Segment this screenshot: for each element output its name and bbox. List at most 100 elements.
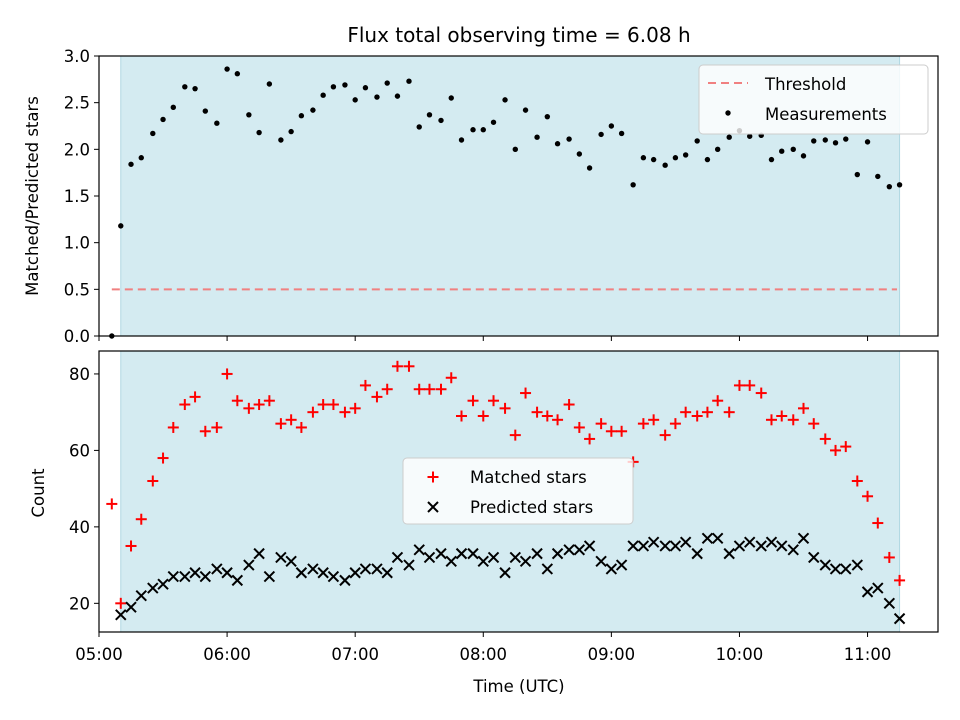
matched-star-point [147, 475, 159, 487]
measurement-point [192, 85, 198, 92]
x-stroke-b [263, 570, 276, 583]
matched-star-point [391, 360, 403, 372]
measurement-point [480, 127, 486, 133]
predicted-star-point [445, 555, 457, 567]
predicted-star-point [851, 559, 864, 571]
measurement-point [342, 82, 348, 88]
matched-star-point [776, 410, 788, 422]
matched-star-point [531, 406, 543, 418]
measurement-point [128, 161, 134, 167]
x-tick-label: 10:00 [716, 645, 764, 664]
x-stroke-b [605, 563, 618, 575]
x-stroke-b [135, 589, 147, 602]
predicted-star-point [359, 563, 372, 575]
predicted-star-point [872, 582, 884, 594]
matched-star-point [403, 360, 415, 372]
x-stroke-b [487, 551, 500, 564]
matched-star-point [851, 475, 863, 487]
x-stroke-b [455, 547, 468, 560]
measurement-point [672, 155, 679, 161]
predicted-star-point [723, 547, 735, 560]
measurement-point [182, 84, 188, 90]
x-tick-label: 09:00 [588, 645, 636, 664]
x-stroke-b [755, 540, 767, 552]
matched-star-point [584, 433, 596, 445]
predicted-star-point [189, 567, 201, 579]
measurement-point [438, 117, 444, 124]
matched-star-point [830, 444, 842, 456]
predicted-star-point [595, 555, 607, 567]
measurement-point [586, 165, 593, 171]
matched-star-point [231, 395, 243, 407]
x-stroke-b [743, 536, 756, 548]
predicted-star-point [819, 559, 831, 571]
predicted-star-point [339, 574, 351, 587]
count-series-x [115, 532, 906, 625]
x-stroke-b [797, 532, 810, 545]
measurement-point [630, 182, 636, 188]
legend-measurements-label: Measurements [765, 105, 887, 124]
x-stroke-b [349, 567, 361, 579]
x-stroke-b [733, 540, 746, 552]
matched-star-point [733, 379, 745, 391]
measurement-point [288, 128, 294, 135]
matched-star-point [263, 395, 275, 407]
legend-predicted-label: Predicted stars [470, 498, 593, 517]
matched-star-point [359, 379, 371, 391]
ratio-y-tick-label: 0.0 [64, 327, 90, 346]
measurement-point [512, 146, 518, 153]
measurement-point [534, 134, 540, 140]
predicted-star-point [563, 544, 575, 556]
x-stroke-b [221, 567, 233, 579]
predicted-star-point [147, 582, 159, 594]
x-stroke-b [413, 544, 425, 556]
predicted-star-point [307, 563, 319, 575]
matched-star-point [413, 383, 425, 395]
matched-star-point [798, 402, 810, 414]
predicted-star-point [221, 567, 233, 579]
x-tick-label: 08:00 [459, 645, 507, 664]
predicted-star-point [295, 567, 308, 579]
measurement-point [522, 107, 529, 113]
count-series-plus [106, 360, 906, 609]
matched-star-point [435, 383, 447, 395]
measurement-point [214, 120, 220, 126]
predicted-star-point [349, 567, 361, 579]
measurement-point [704, 156, 711, 163]
predicted-star-point [455, 547, 468, 560]
measurement-point [266, 81, 273, 87]
chart-title: Flux total observing time = 6.08 h [347, 23, 690, 47]
measurement-point [875, 173, 881, 180]
measurement-point [224, 66, 230, 72]
matched-star-point [509, 429, 521, 441]
measurement-point [352, 97, 358, 103]
x-stroke-b [423, 551, 436, 564]
predicted-star-point [755, 540, 767, 552]
measurement-point [310, 107, 316, 113]
matched-star-point [691, 410, 703, 422]
predicted-star-point [583, 540, 596, 552]
matched-star-point [659, 429, 671, 441]
predicted-star-point [893, 612, 906, 625]
x-stroke-b [285, 555, 297, 567]
ratio-y-tick-label: 3.0 [64, 47, 90, 66]
predicted-star-point [263, 570, 276, 583]
measurement-point [374, 94, 380, 100]
predicted-star-point [605, 563, 618, 575]
x-tick-label: 05:00 [75, 645, 123, 664]
matched-star-point [573, 421, 585, 433]
measurement-point [458, 137, 465, 143]
matched-star-point [894, 574, 906, 586]
measurement-point [138, 155, 144, 161]
matched-star-point [787, 414, 799, 426]
matched-star-point [819, 433, 831, 445]
ratio-y-tick-label: 2.5 [64, 94, 90, 113]
matched-star-point [840, 441, 852, 453]
x-stroke-b [381, 567, 393, 579]
measurement-point [800, 153, 807, 159]
matched-star-point [648, 414, 660, 426]
matched-star-point [563, 399, 575, 411]
measurement-point [811, 138, 817, 144]
measurement-point [202, 108, 209, 114]
x-stroke-b [295, 567, 308, 579]
